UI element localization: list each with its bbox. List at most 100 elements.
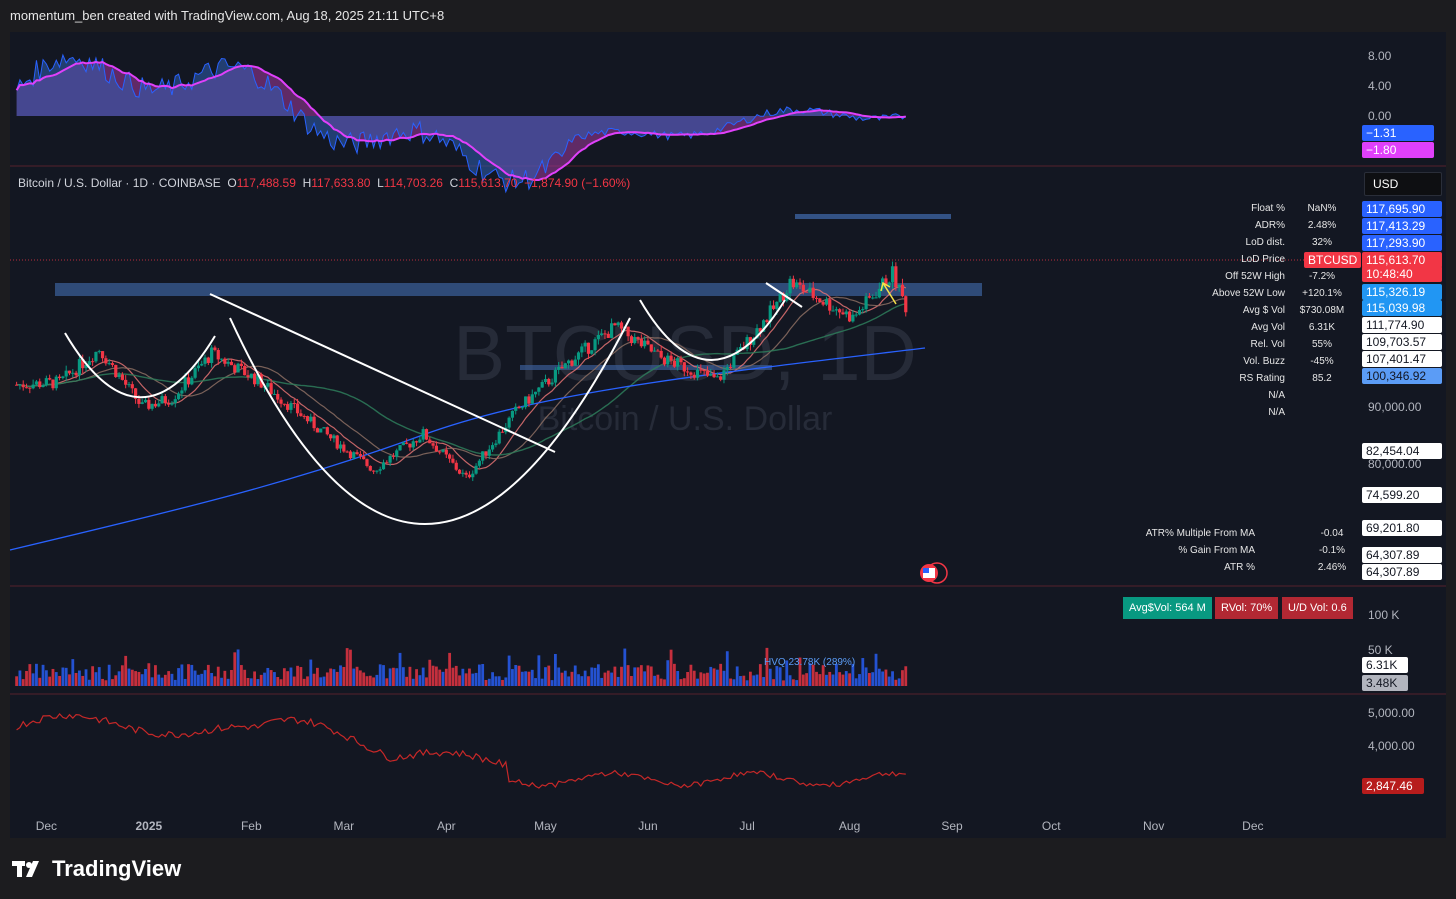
volume-bar — [170, 673, 174, 686]
candle-body — [64, 370, 68, 377]
candle-body — [517, 406, 521, 409]
candle-body — [871, 297, 875, 299]
candle-body — [778, 293, 782, 302]
volume-bar — [18, 670, 22, 686]
chart-frame[interactable] — [10, 32, 1446, 838]
candle-body — [292, 403, 296, 405]
stat-label: N/A — [1268, 407, 1285, 418]
volume-bar — [249, 678, 253, 686]
volume-bar — [263, 672, 266, 686]
volume-bar — [385, 678, 389, 686]
volume-bar — [745, 680, 749, 686]
volume-bar — [177, 668, 180, 686]
volume-bar — [382, 665, 385, 686]
candle-body — [847, 311, 852, 322]
candle-body — [345, 451, 349, 453]
candle-body — [44, 378, 48, 386]
candle-body — [811, 287, 815, 298]
volume-bar — [587, 676, 590, 686]
volume-bar — [838, 672, 842, 686]
brand-name: TradingView — [52, 856, 182, 881]
candle-body — [600, 333, 604, 336]
volume-bar — [891, 671, 894, 686]
candle-body — [312, 416, 316, 429]
candle-body — [424, 429, 429, 440]
volume-bar — [279, 679, 283, 686]
volume-bar — [68, 674, 71, 686]
volume-bar — [256, 679, 260, 686]
candle-body — [814, 297, 819, 299]
stat-label: Avg $ Vol — [1242, 305, 1285, 316]
candle-body — [223, 358, 227, 364]
candle-body — [91, 361, 95, 363]
volume-bar — [785, 660, 789, 686]
candle-body — [897, 284, 901, 288]
candle-body — [438, 451, 442, 453]
candle-body — [738, 346, 743, 350]
volume-bar — [243, 669, 247, 686]
candle-body — [867, 296, 872, 298]
candle-body — [395, 450, 399, 457]
currency-selector[interactable]: USD — [1364, 172, 1442, 196]
country-flag-icon[interactable] — [920, 562, 948, 584]
volume-bar — [415, 669, 418, 686]
volume-bar — [329, 668, 333, 686]
candle-body — [253, 373, 257, 385]
volume-bar — [54, 672, 58, 686]
candle-body — [560, 366, 564, 369]
ma-21-line — [16, 296, 906, 460]
volume-bar — [570, 671, 574, 686]
legend-l-label: L — [377, 176, 384, 190]
price-label: 109,703.57 — [1362, 334, 1442, 350]
candle-body — [358, 454, 362, 457]
volume-bar — [48, 676, 52, 686]
candle-body — [748, 337, 753, 345]
volume-bar — [669, 649, 673, 686]
volume-bar — [858, 674, 861, 686]
candle-body — [514, 406, 518, 411]
volume-bar — [421, 667, 425, 686]
volume-bar — [441, 671, 445, 686]
candle-body — [540, 382, 544, 388]
volume-bar — [299, 667, 303, 686]
candle-body — [550, 382, 554, 385]
volume-bar — [71, 659, 75, 686]
candle-body — [563, 363, 567, 369]
candle-body — [213, 347, 217, 350]
price-label: 10:48:40 — [1362, 266, 1442, 282]
volume-bar — [639, 665, 643, 686]
volume-bar — [732, 679, 736, 686]
candle-body — [408, 443, 412, 448]
candle-body — [824, 299, 829, 305]
osc-value-label: −1.31 — [1362, 125, 1434, 141]
candle-body — [325, 427, 329, 435]
volume-bar — [306, 676, 309, 686]
candle-body — [567, 360, 571, 364]
volume-bar — [388, 668, 392, 686]
volume-bar — [434, 666, 438, 686]
candle-body — [186, 377, 191, 385]
volume-bar — [739, 676, 742, 686]
volume-bar — [613, 666, 617, 686]
candle-body — [828, 299, 832, 311]
volume-bar — [41, 664, 45, 686]
candle-body — [649, 344, 653, 352]
candle-body — [21, 384, 25, 388]
volume-bar — [868, 673, 871, 686]
tradingview-logo[interactable]: TradingView — [12, 856, 181, 882]
volume-bar — [163, 674, 167, 686]
volume-bar — [501, 679, 504, 686]
candle-body — [411, 441, 415, 448]
candle-body — [137, 398, 141, 404]
volume-bar — [259, 674, 263, 686]
candle-body — [672, 360, 676, 367]
candle-body — [286, 404, 290, 410]
candle-body — [609, 323, 614, 338]
candle-body — [150, 403, 154, 409]
volume-bar — [620, 666, 623, 686]
price-label: 117,413.29 — [1362, 218, 1442, 234]
candle-body — [709, 373, 713, 376]
volume-bar — [679, 679, 683, 686]
volume-bar — [504, 677, 508, 686]
